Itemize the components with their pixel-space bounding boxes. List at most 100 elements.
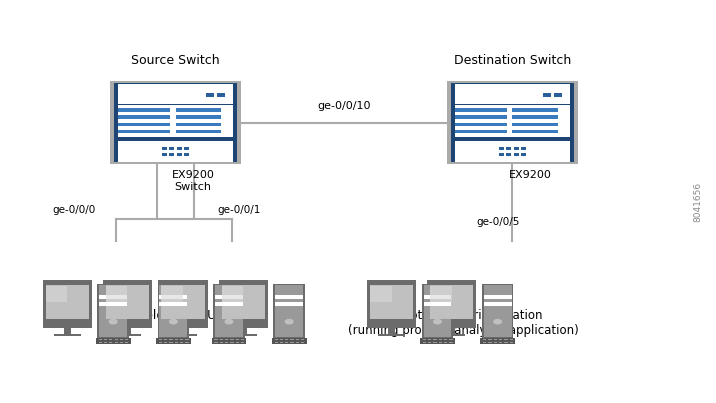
FancyBboxPatch shape bbox=[494, 339, 497, 340]
FancyBboxPatch shape bbox=[275, 285, 303, 337]
FancyBboxPatch shape bbox=[521, 153, 526, 156]
FancyBboxPatch shape bbox=[225, 342, 228, 343]
FancyBboxPatch shape bbox=[180, 342, 183, 343]
Circle shape bbox=[494, 320, 501, 324]
FancyBboxPatch shape bbox=[43, 280, 92, 328]
FancyBboxPatch shape bbox=[162, 153, 167, 156]
FancyBboxPatch shape bbox=[513, 130, 558, 133]
FancyBboxPatch shape bbox=[447, 81, 578, 164]
FancyBboxPatch shape bbox=[230, 334, 257, 337]
FancyBboxPatch shape bbox=[455, 108, 507, 112]
FancyBboxPatch shape bbox=[506, 147, 511, 150]
FancyBboxPatch shape bbox=[422, 285, 453, 338]
FancyBboxPatch shape bbox=[215, 285, 243, 337]
FancyBboxPatch shape bbox=[96, 338, 130, 344]
FancyBboxPatch shape bbox=[488, 339, 492, 340]
FancyBboxPatch shape bbox=[296, 342, 299, 343]
FancyBboxPatch shape bbox=[125, 342, 128, 343]
FancyBboxPatch shape bbox=[118, 105, 233, 137]
FancyBboxPatch shape bbox=[483, 339, 486, 340]
FancyBboxPatch shape bbox=[291, 342, 294, 343]
FancyBboxPatch shape bbox=[175, 130, 221, 133]
FancyBboxPatch shape bbox=[504, 342, 508, 343]
FancyBboxPatch shape bbox=[114, 83, 237, 162]
FancyBboxPatch shape bbox=[448, 328, 455, 334]
FancyBboxPatch shape bbox=[159, 339, 162, 340]
FancyBboxPatch shape bbox=[170, 153, 174, 156]
FancyBboxPatch shape bbox=[103, 280, 152, 328]
FancyBboxPatch shape bbox=[100, 285, 127, 337]
FancyBboxPatch shape bbox=[159, 342, 162, 343]
FancyBboxPatch shape bbox=[118, 116, 170, 119]
FancyBboxPatch shape bbox=[99, 339, 102, 340]
FancyBboxPatch shape bbox=[175, 123, 221, 127]
FancyBboxPatch shape bbox=[433, 342, 437, 343]
FancyBboxPatch shape bbox=[378, 334, 405, 337]
FancyBboxPatch shape bbox=[236, 339, 239, 340]
FancyBboxPatch shape bbox=[100, 295, 127, 299]
FancyBboxPatch shape bbox=[175, 116, 221, 119]
FancyBboxPatch shape bbox=[120, 339, 123, 340]
FancyBboxPatch shape bbox=[158, 280, 208, 328]
Circle shape bbox=[225, 320, 233, 324]
Circle shape bbox=[434, 320, 441, 324]
Text: EX9200
Switch: EX9200 Switch bbox=[172, 170, 215, 191]
FancyBboxPatch shape bbox=[170, 339, 173, 340]
FancyBboxPatch shape bbox=[506, 153, 511, 156]
FancyBboxPatch shape bbox=[484, 302, 511, 305]
FancyBboxPatch shape bbox=[162, 147, 167, 150]
FancyBboxPatch shape bbox=[175, 342, 178, 343]
FancyBboxPatch shape bbox=[100, 302, 127, 305]
FancyBboxPatch shape bbox=[225, 339, 228, 340]
FancyBboxPatch shape bbox=[125, 339, 128, 340]
FancyBboxPatch shape bbox=[513, 153, 518, 156]
FancyBboxPatch shape bbox=[106, 286, 127, 302]
Text: ge-0/0/0: ge-0/0/0 bbox=[52, 205, 95, 215]
FancyBboxPatch shape bbox=[241, 339, 244, 340]
FancyBboxPatch shape bbox=[301, 339, 304, 340]
Circle shape bbox=[110, 320, 117, 324]
FancyBboxPatch shape bbox=[484, 285, 511, 337]
FancyBboxPatch shape bbox=[444, 339, 448, 340]
FancyBboxPatch shape bbox=[160, 302, 188, 305]
FancyBboxPatch shape bbox=[110, 339, 112, 340]
FancyBboxPatch shape bbox=[499, 147, 504, 150]
FancyBboxPatch shape bbox=[484, 295, 511, 299]
FancyBboxPatch shape bbox=[554, 93, 561, 98]
FancyBboxPatch shape bbox=[388, 328, 395, 334]
FancyBboxPatch shape bbox=[179, 328, 187, 334]
FancyBboxPatch shape bbox=[110, 342, 112, 343]
FancyBboxPatch shape bbox=[370, 285, 413, 319]
FancyBboxPatch shape bbox=[104, 342, 107, 343]
FancyBboxPatch shape bbox=[424, 285, 451, 337]
FancyBboxPatch shape bbox=[424, 302, 451, 305]
FancyBboxPatch shape bbox=[213, 285, 245, 338]
FancyBboxPatch shape bbox=[423, 342, 426, 343]
Text: ge-0/0/1: ge-0/0/1 bbox=[217, 205, 261, 215]
FancyBboxPatch shape bbox=[185, 342, 188, 343]
Circle shape bbox=[170, 320, 177, 324]
FancyBboxPatch shape bbox=[170, 147, 174, 150]
FancyBboxPatch shape bbox=[285, 339, 289, 340]
FancyBboxPatch shape bbox=[450, 342, 453, 343]
FancyBboxPatch shape bbox=[46, 285, 89, 319]
FancyBboxPatch shape bbox=[214, 339, 218, 340]
FancyBboxPatch shape bbox=[285, 342, 289, 343]
FancyBboxPatch shape bbox=[212, 338, 246, 344]
FancyBboxPatch shape bbox=[118, 84, 233, 104]
FancyBboxPatch shape bbox=[438, 334, 465, 337]
FancyBboxPatch shape bbox=[274, 339, 278, 340]
FancyBboxPatch shape bbox=[455, 105, 569, 137]
FancyBboxPatch shape bbox=[115, 339, 117, 340]
FancyBboxPatch shape bbox=[97, 285, 129, 338]
FancyBboxPatch shape bbox=[513, 108, 558, 112]
FancyBboxPatch shape bbox=[215, 302, 243, 305]
FancyBboxPatch shape bbox=[161, 286, 183, 302]
FancyBboxPatch shape bbox=[214, 342, 218, 343]
FancyBboxPatch shape bbox=[420, 338, 455, 344]
FancyBboxPatch shape bbox=[521, 147, 526, 150]
Text: Source Switch: Source Switch bbox=[131, 54, 220, 67]
FancyBboxPatch shape bbox=[274, 285, 305, 338]
FancyBboxPatch shape bbox=[513, 123, 558, 127]
FancyBboxPatch shape bbox=[272, 338, 306, 344]
